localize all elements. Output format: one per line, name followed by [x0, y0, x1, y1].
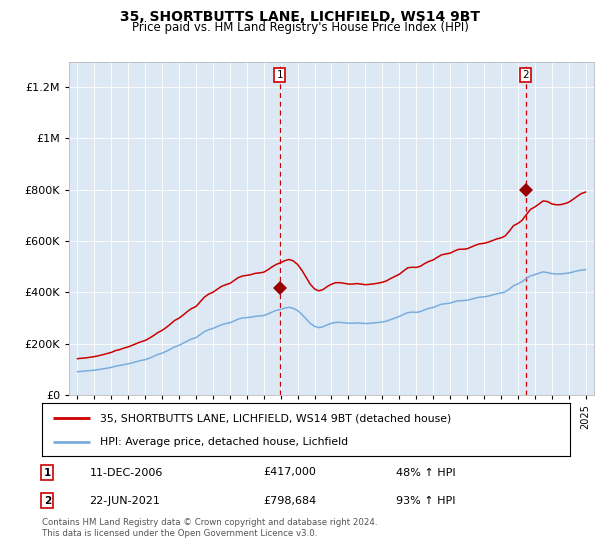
Text: £798,684: £798,684	[264, 496, 317, 506]
Text: Contains HM Land Registry data © Crown copyright and database right 2024.: Contains HM Land Registry data © Crown c…	[42, 518, 377, 527]
Text: 2: 2	[523, 70, 529, 80]
Text: 93% ↑ HPI: 93% ↑ HPI	[396, 496, 455, 506]
Text: £417,000: £417,000	[264, 468, 317, 478]
Text: 11-DEC-2006: 11-DEC-2006	[89, 468, 163, 478]
Text: 1: 1	[277, 70, 283, 80]
Text: 2: 2	[44, 496, 51, 506]
Text: 1: 1	[44, 468, 51, 478]
Text: 35, SHORTBUTTS LANE, LICHFIELD, WS14 9BT (detached house): 35, SHORTBUTTS LANE, LICHFIELD, WS14 9BT…	[100, 413, 451, 423]
Text: 22-JUN-2021: 22-JUN-2021	[89, 496, 160, 506]
Text: HPI: Average price, detached house, Lichfield: HPI: Average price, detached house, Lich…	[100, 436, 348, 446]
Text: 48% ↑ HPI: 48% ↑ HPI	[396, 468, 455, 478]
Text: This data is licensed under the Open Government Licence v3.0.: This data is licensed under the Open Gov…	[42, 529, 317, 538]
Text: Price paid vs. HM Land Registry's House Price Index (HPI): Price paid vs. HM Land Registry's House …	[131, 21, 469, 34]
Text: 35, SHORTBUTTS LANE, LICHFIELD, WS14 9BT: 35, SHORTBUTTS LANE, LICHFIELD, WS14 9BT	[120, 10, 480, 24]
